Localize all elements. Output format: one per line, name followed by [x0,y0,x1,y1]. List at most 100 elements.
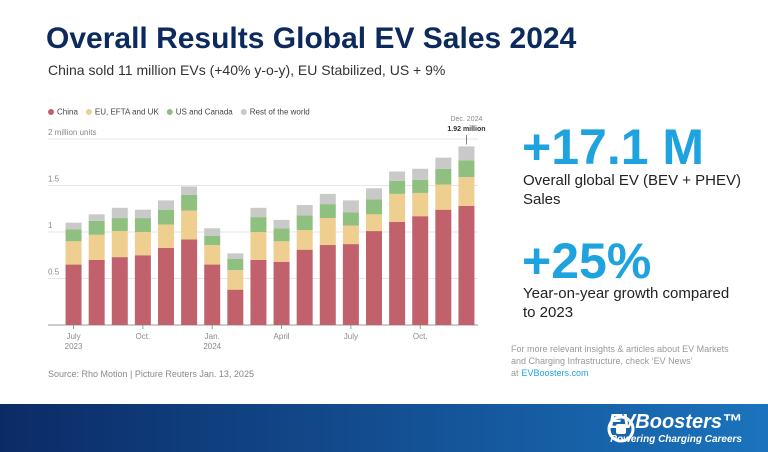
y-tick-label: 2 million units [48,128,96,137]
bar-segment [458,205,475,325]
logo-icon [607,415,635,443]
y-tick-label: 0.5 [48,268,60,277]
bar-segment [134,209,151,219]
bar-segment [65,241,82,265]
bar-segment [227,258,244,271]
bar-segment [273,261,290,325]
bar-segment [111,257,128,325]
bar-segment [250,232,267,260]
x-tick-sublabel: 2023 [65,342,83,351]
bar-segment [88,220,105,235]
bar-segment [111,207,128,219]
bar-segment [273,241,290,262]
bar-segment [273,219,290,229]
bar-segment [296,205,313,216]
bar-segment [412,216,429,325]
tagline: Powering Charging Careers [610,434,742,445]
x-tick-label: Oct. [413,332,428,341]
footer-band [0,404,768,452]
bar-segment [111,231,128,258]
bar-segment [204,245,221,265]
legend-label: EU, EFTA and UK [95,108,160,117]
legend-label: Rest of the world [250,108,310,117]
source: Source: Rho Motion | Picture Reuters Jan… [48,369,254,379]
bar-segment [458,160,475,178]
bar-segment [181,194,198,211]
bar-segment [88,234,105,260]
x-tick-label: April [274,332,290,341]
bar-segment [412,192,429,217]
bar-segment [273,228,290,242]
footer-note: For more relevant insights & articles ab… [511,343,741,379]
bar-segment [296,230,313,250]
bar-segment [319,218,336,246]
bar-segment [435,184,452,210]
logo: EVBoosters™ [608,411,742,433]
bar-segment [158,209,174,225]
bar-segment [458,177,475,206]
bar-segment [296,249,313,325]
bar-segment [227,253,244,259]
stat-text: Year-on-year growth compared to 2023 [523,285,730,321]
stat-value: +25% [522,233,652,289]
bar-segment [158,200,174,210]
bar-segment [319,245,336,325]
bar-segment [65,229,82,242]
bar-segment [458,146,475,161]
bar-segment [412,179,429,193]
link[interactable]: EVBoosters.com [521,368,589,379]
legend-label: US and Canada [176,108,233,117]
bar-segment [134,232,151,256]
bar-segment [65,222,82,230]
bar-segment [435,157,452,169]
bar-segment [389,193,406,222]
legend-swatch [166,109,173,115]
legend-swatch [85,109,92,115]
bar-segment [204,228,221,236]
bar-segment [181,239,198,325]
bar-segment [366,214,382,232]
note-text: For more relevant insights & articles ab… [511,344,729,379]
bar-segment [342,244,359,325]
bar-segment [342,212,359,226]
bar-segment [366,188,382,200]
stat-text: Overall global EV (BEV + PHEV) Sales [523,172,742,208]
annotation: 1.92 million [447,126,485,133]
bar-segment [389,221,406,325]
bar-segment [366,199,382,215]
legend-label: China [57,108,78,117]
bar-segment [181,210,198,240]
x-tick-label: July [344,332,358,341]
bar-segment [88,259,105,325]
bar-segment [342,200,359,213]
bar-segment [342,225,359,245]
bar-segment [204,235,221,246]
bar-segment [366,231,382,325]
stat-value: +17.1 M [522,119,705,175]
bar-segment [134,255,151,325]
bar-segment [435,209,452,325]
bar-segment [111,218,128,232]
bar-segment [435,168,452,185]
x-tick-label: Oct. [136,332,151,341]
chart: China EU, EFTA and UK US and Canada Rest of… [48,108,486,351]
bar-segment [250,217,267,232]
bar-segment [204,264,221,325]
bar-segment [250,259,267,325]
bar-segment [319,193,336,205]
legend-swatch [48,109,54,115]
bar-segment [319,204,336,219]
annotation: Dec. 2024 [450,116,482,123]
bar-segment [88,214,105,221]
x-tick-label: Jan. [205,332,220,341]
bar-segment [65,264,82,325]
bar-segment [158,247,174,325]
bar-segment [181,186,198,195]
x-tick-label: July [66,332,80,341]
bar-segment [296,215,313,231]
bar-segment [412,168,429,180]
bar-segment [227,289,244,325]
y-tick-label: 1.5 [48,175,60,184]
bar-segment [158,224,174,248]
